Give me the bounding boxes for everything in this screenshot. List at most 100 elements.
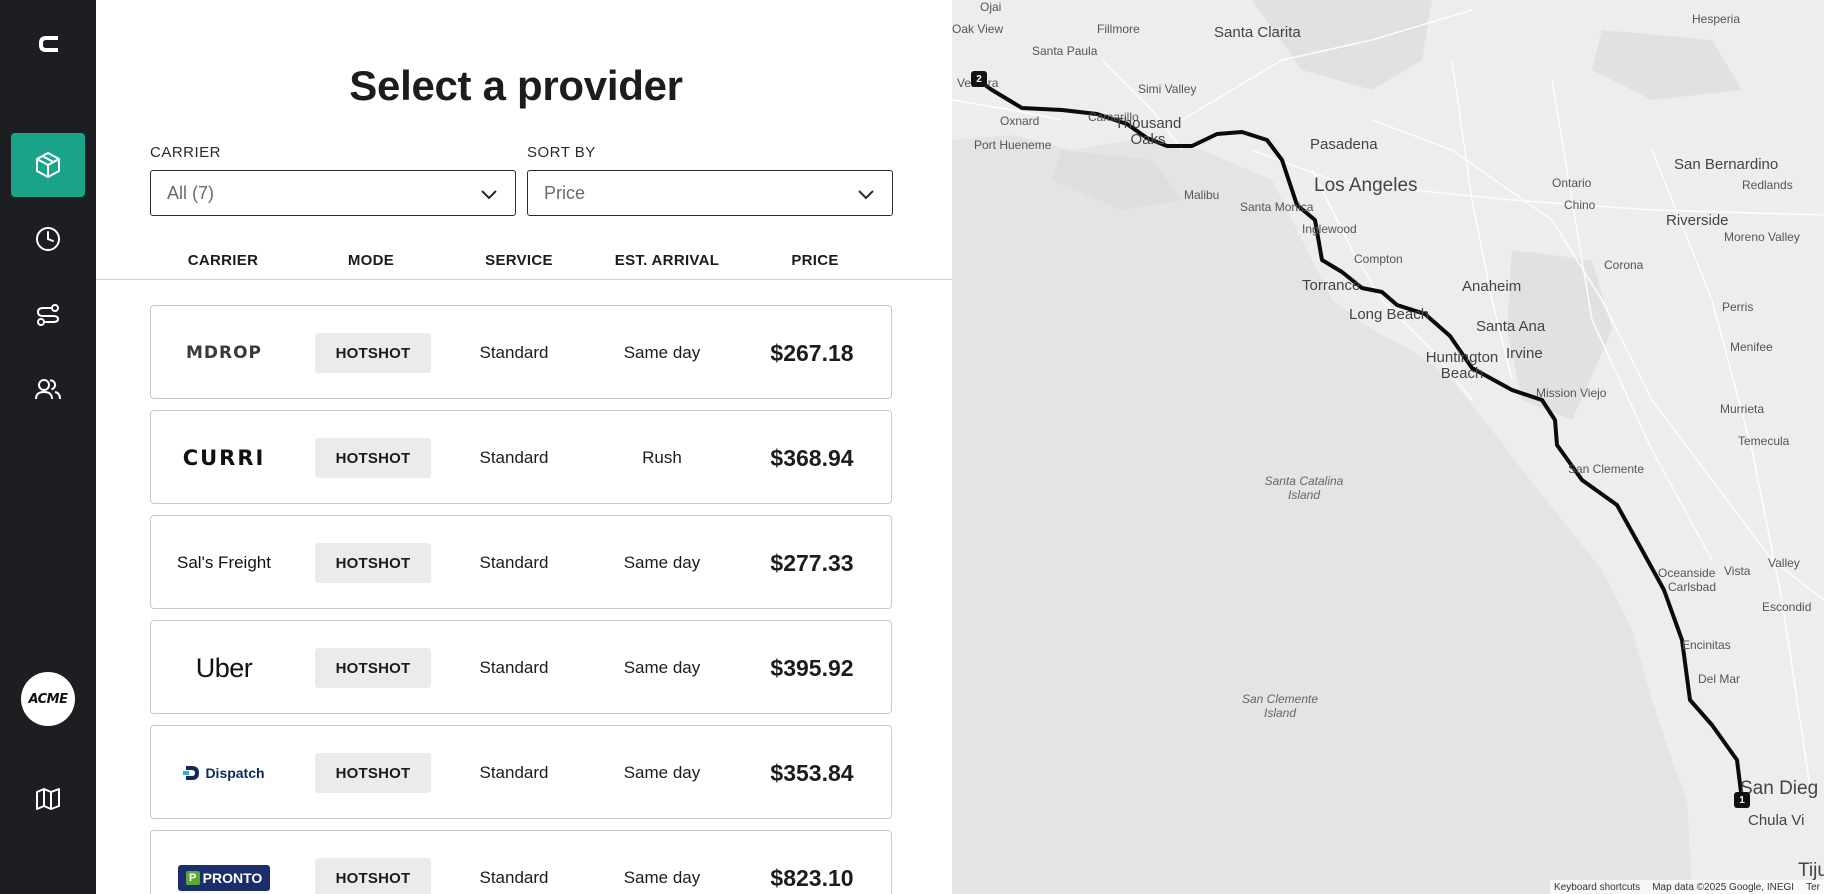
terms-link[interactable]: Ter [1806, 881, 1820, 893]
clock-icon [36, 227, 60, 251]
mode-badge: HOTSHOT [315, 438, 431, 478]
route-marker-origin[interactable]: 1 [1734, 792, 1750, 808]
provider-row[interactable]: Uber HOTSHOT Standard Same day $395.92 [150, 620, 892, 714]
map-label: Los Angeles [1314, 175, 1418, 196]
map-label: Ojai [980, 0, 1002, 14]
org-avatar[interactable]: ACME [21, 672, 75, 726]
column-header-price[interactable]: PRICE [791, 252, 839, 269]
map-label: Redlands [1742, 178, 1793, 192]
price-cell: $823.10 [770, 864, 854, 891]
sidebar-item-history[interactable] [11, 207, 85, 271]
carrier-logo-sals-freight: Sal's Freight [177, 553, 271, 572]
arrival-cell: Rush [642, 448, 682, 467]
service-cell: Standard [479, 553, 549, 572]
service-cell: Standard [479, 868, 549, 887]
service-cell: Standard [479, 658, 549, 677]
dispatch-logo-icon [183, 766, 200, 780]
sidebar-item-shipments[interactable] [11, 133, 85, 197]
map-label: Carlsbad [1668, 580, 1717, 594]
map-icon[interactable] [30, 782, 66, 818]
map-label: Irvine [1506, 345, 1543, 362]
carrier-filter-select[interactable]: All (7) [150, 170, 516, 216]
map-label: San Bernardino [1674, 156, 1779, 173]
sidebar: ACME [0, 0, 96, 894]
map-label: Fillmore [1097, 22, 1140, 36]
carrier-logo-curri: CURRI [182, 446, 266, 470]
map-label: Mission Viejo [1536, 386, 1607, 400]
map-label: Santa Ana [1476, 318, 1546, 335]
provider-row[interactable]: P PRONTO HOTSHOT Standard Same day $823.1… [150, 830, 892, 894]
mode-badge: HOTSHOT [315, 648, 431, 688]
carrier-logo-dispatch: Dispatch [151, 726, 297, 820]
mode-badge: HOTSHOT [315, 333, 431, 373]
price-cell: $267.18 [770, 339, 854, 366]
map-label: Menifee [1730, 340, 1773, 354]
map-label: Pasadena [1310, 136, 1378, 153]
provider-row[interactable]: Sal's Freight HOTSHOT Standard Same day … [150, 515, 892, 609]
sort-by-label: SORT BY [527, 144, 596, 161]
map-label: Corona [1604, 258, 1644, 272]
users-icon [35, 379, 61, 400]
route-marker-destination[interactable]: 2 [971, 71, 987, 87]
arrival-cell: Same day [623, 343, 701, 362]
column-header-mode[interactable]: MODE [347, 252, 395, 269]
map-label: Santa Clarita [1214, 24, 1301, 41]
price-cell: $368.94 [770, 444, 854, 471]
provider-panel: Select a provider CARRIER All (7) SORT B… [96, 0, 952, 894]
map-label: Escondid [1762, 600, 1812, 614]
mode-badge: HOTSHOT [315, 753, 431, 793]
map-label: Temecula [1738, 434, 1790, 448]
map-label: Chino [1564, 198, 1596, 212]
provider-row[interactable]: Dispatch HOTSHOT Standard Same day $353.… [150, 725, 892, 819]
map-label: Inglewood [1302, 222, 1357, 236]
sort-by-select[interactable]: Price [527, 170, 893, 216]
map-label: Oak View [952, 22, 1004, 36]
provider-row[interactable]: MDROP HOTSHOT Standard Same day $267.18 [150, 305, 892, 399]
column-header-arrival[interactable]: EST. ARRIVAL [614, 252, 720, 269]
page-title: Select a provider [349, 62, 683, 109]
app-logo[interactable] [30, 26, 66, 62]
column-header-service[interactable]: SERVICE [485, 252, 553, 269]
price-cell: $395.92 [770, 654, 854, 681]
arrival-cell: Same day [623, 658, 701, 677]
mode-badge: HOTSHOT [315, 543, 431, 583]
map-label: Camarillo [1088, 110, 1139, 124]
map-data-credit: Map data ©2025 Google, INEGI [1652, 881, 1795, 893]
map-label: Oceanside [1658, 566, 1716, 580]
provider-row[interactable]: CURRI HOTSHOT Standard Rush $368.94 [150, 410, 892, 504]
map-label: Ontario [1552, 176, 1592, 190]
map-label: Murrieta [1720, 402, 1765, 416]
map-label: San Clemente Island [1241, 692, 1319, 720]
map-label: Perris [1722, 300, 1754, 314]
sidebar-item-routes[interactable] [11, 283, 85, 347]
column-header-carrier[interactable]: CARRIER [187, 252, 259, 269]
carrier-filter-label: CARRIER [150, 144, 222, 161]
sort-by-value: Price [544, 182, 586, 203]
route-icon [36, 304, 60, 326]
route-map[interactable]: Ojai Oak View Fillmore Santa Clarita Hes… [952, 0, 1824, 894]
map-label: Moreno Valley [1724, 230, 1800, 244]
map-label: Encinitas [1682, 638, 1731, 652]
map-label: Vista [1724, 564, 1751, 578]
map-label: San Clemente [1568, 462, 1645, 476]
map-label: Compton [1354, 252, 1403, 266]
chevron-down-icon [481, 190, 497, 200]
carrier-logo-pronto: P PRONTO [151, 831, 297, 894]
map-label: Port Hueneme [974, 138, 1052, 152]
map-label: Hesperia [1692, 12, 1741, 26]
header-divider [96, 279, 952, 280]
map-label: Santa Catalina Island [1264, 474, 1344, 502]
sidebar-item-team[interactable] [11, 357, 85, 421]
map-label: Santa Monica [1240, 200, 1314, 214]
map-label: San Dieg [1740, 778, 1819, 799]
keyboard-shortcuts-link[interactable]: Keyboard shortcuts [1554, 881, 1641, 893]
map-label: Anaheim [1462, 278, 1522, 295]
service-cell: Standard [479, 448, 549, 467]
map-label: Malibu [1184, 188, 1220, 202]
map-label: Oxnard [1000, 114, 1040, 128]
map-label: Long Beach [1349, 306, 1430, 323]
map-label: Simi Valley [1138, 82, 1197, 96]
arrival-cell: Same day [623, 553, 701, 572]
map-attribution: Keyboard shortcuts Map data ©2025 Google… [1550, 880, 1824, 894]
arrival-cell: Same day [623, 868, 701, 887]
